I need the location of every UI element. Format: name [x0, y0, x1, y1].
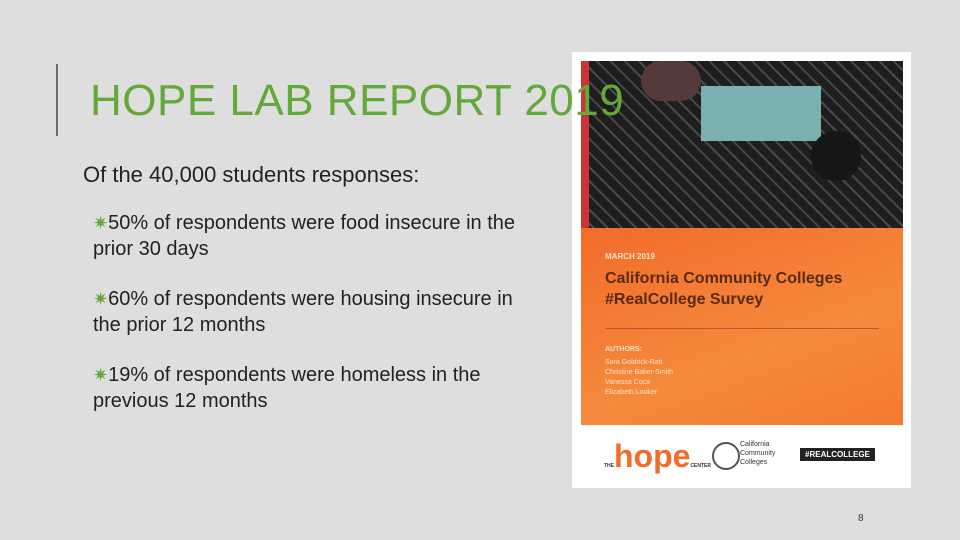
stripe	[581, 61, 589, 228]
cover-title: California Community Colleges #RealColle…	[605, 270, 843, 308]
bullet-icon: ✷	[93, 365, 109, 385]
cover-date: MARCH 2019	[605, 252, 655, 261]
bullet: ✷50% of respondents were food insecure i…	[93, 210, 533, 262]
logo-text: California Community Colleges	[740, 441, 776, 466]
accent-bar	[56, 64, 58, 136]
hope-logo: THEhopeCENTER	[604, 440, 711, 480]
report-cover: MARCH 2019 California Community Colleges…	[572, 52, 911, 488]
bullet-icon: ✷	[93, 289, 109, 309]
divider	[605, 328, 879, 329]
bullet: ✷60% of respondents were housing insecur…	[93, 286, 533, 338]
author: Christine Baker-Smith	[605, 369, 674, 376]
cover-panel: MARCH 2019 California Community Colleges…	[581, 228, 903, 425]
authors-label: AUTHORS:	[605, 346, 642, 353]
logo-text: #REALCOLLEGE	[800, 448, 875, 461]
bullet-text: 19% of respondents were homeless in the …	[93, 364, 481, 412]
bullet-text: 50% of respondents were food insecure in…	[93, 212, 516, 260]
logo-text: CENTER	[690, 463, 711, 469]
ccc-seal	[712, 442, 740, 470]
logo-text: hope	[614, 438, 691, 474]
author: Vanessa Coca	[605, 379, 651, 386]
author-list: Sara Goldrick-Rab Christine Baker-Smith Va…	[605, 358, 673, 398]
logo-text: THE	[604, 463, 614, 469]
person	[641, 61, 701, 101]
person	[811, 131, 861, 181]
author: Elizabeth Looker	[605, 389, 658, 396]
cover-photo	[581, 61, 903, 228]
intro-text: Of the 40,000 students responses:	[83, 162, 420, 187]
author: Sara Goldrick-Rab	[605, 359, 663, 366]
page-number: 8	[858, 513, 864, 524]
slide-title: HOPE LAB REPORT 2019	[90, 76, 625, 125]
table	[701, 86, 821, 141]
bullet: ✷19% of respondents were homeless in the…	[93, 362, 533, 414]
bullet-icon: ✷	[93, 213, 109, 233]
bullet-text: 60% of respondents were housing insecure…	[93, 288, 513, 336]
